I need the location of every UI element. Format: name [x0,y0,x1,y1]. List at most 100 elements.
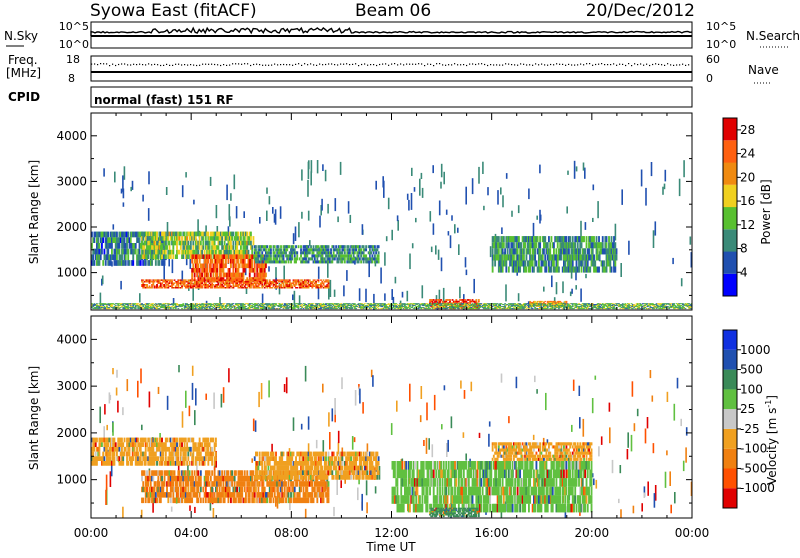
echo-cell [226,281,228,283]
echo-cell [557,242,559,248]
echo-cell [145,250,147,255]
echo-cell [174,283,176,285]
echo-cell [185,279,187,281]
echo-cell [353,305,355,306]
echo-cell [548,260,550,266]
echo-cell [192,264,194,269]
echo-cell [480,304,482,305]
echo-cell [295,284,297,286]
echo-cell [290,260,292,263]
nave-point [235,63,236,64]
echo-cell [419,305,421,306]
nave-point [370,64,371,65]
echo-cell [254,268,256,273]
echo-cell [121,189,123,194]
echo-cell [553,248,555,254]
echo-cell [344,245,346,248]
echo-cell [314,279,316,281]
echo-cell [321,254,323,257]
echo-cell [284,287,286,289]
echo-cell [538,260,540,266]
nave-point [478,63,479,64]
echo-cell [305,304,307,305]
echo-cell [275,303,277,304]
nave-point [202,64,203,65]
echo-cell [316,304,318,305]
echo-cell [318,307,320,308]
nave-point [262,65,263,66]
echo-cell [201,283,203,285]
echo-cell [207,232,209,237]
cpid-text: normal (fast) 151 RF [94,93,234,107]
echo-cell [147,304,149,305]
echo-cell [451,215,453,220]
nave-point [487,65,488,66]
echo-cell [256,268,258,273]
echo-cell [201,308,203,309]
echo-cell [161,245,163,250]
echo-cell [259,304,261,305]
echo-cell [373,251,375,254]
echo-cell [458,301,460,303]
echo-cell [594,260,596,266]
echo-cell [425,307,427,308]
echo-cell [526,304,528,305]
echo-cell [171,306,173,307]
nave-point [688,64,689,65]
nave-point [292,65,293,66]
echo-cell [394,304,396,305]
echo-cell [464,299,466,301]
echo-cell [172,254,174,259]
echo-cell [359,257,361,260]
echo-cell [251,307,253,308]
echo-cell [96,304,98,305]
echo-cell [229,268,231,273]
echo-cell [200,254,202,259]
echo-cell [329,306,331,307]
echo-cell [161,283,163,285]
echo-cell [457,228,459,233]
echo-cell [324,305,326,306]
echo-cell [172,250,174,255]
echo-cell [261,254,263,257]
echo-cell [230,308,232,309]
echo-cell [221,241,223,246]
echo-cell [110,260,112,266]
echo-cell [225,259,227,264]
echo-cell [439,201,441,216]
echo-cell [365,254,367,257]
echo-cell [514,303,516,304]
nave-point [562,64,563,65]
echo-cell [169,303,171,304]
echo-cell [156,284,158,286]
echo-cell [160,284,162,286]
echo-cell [269,286,271,288]
echo-cell [179,250,181,255]
echo-cell [672,258,674,264]
nave-point [418,63,419,64]
echo-cell [238,305,240,306]
echo-cell [135,306,137,307]
echo-cell [328,283,330,285]
nave-point [142,64,143,65]
echo-cell [294,254,296,257]
nave-point [442,64,443,65]
echo-cell [231,307,233,308]
echo-cell [202,241,204,246]
echo-cell [524,260,526,266]
echo-cell [465,187,467,205]
echo-cell [611,236,613,242]
echo-cell [577,242,579,248]
echo-cell [360,254,362,257]
echo-cell [141,241,143,246]
echo-cell [383,308,385,309]
nave-point [421,63,422,64]
echo-cell [194,273,196,278]
echo-cell [244,304,246,305]
echo-cell [187,281,189,283]
echo-cell [309,284,311,286]
echo-cell [125,260,127,266]
echo-cell [543,302,545,303]
echo-cell [388,307,390,308]
echo-cell [572,236,574,242]
